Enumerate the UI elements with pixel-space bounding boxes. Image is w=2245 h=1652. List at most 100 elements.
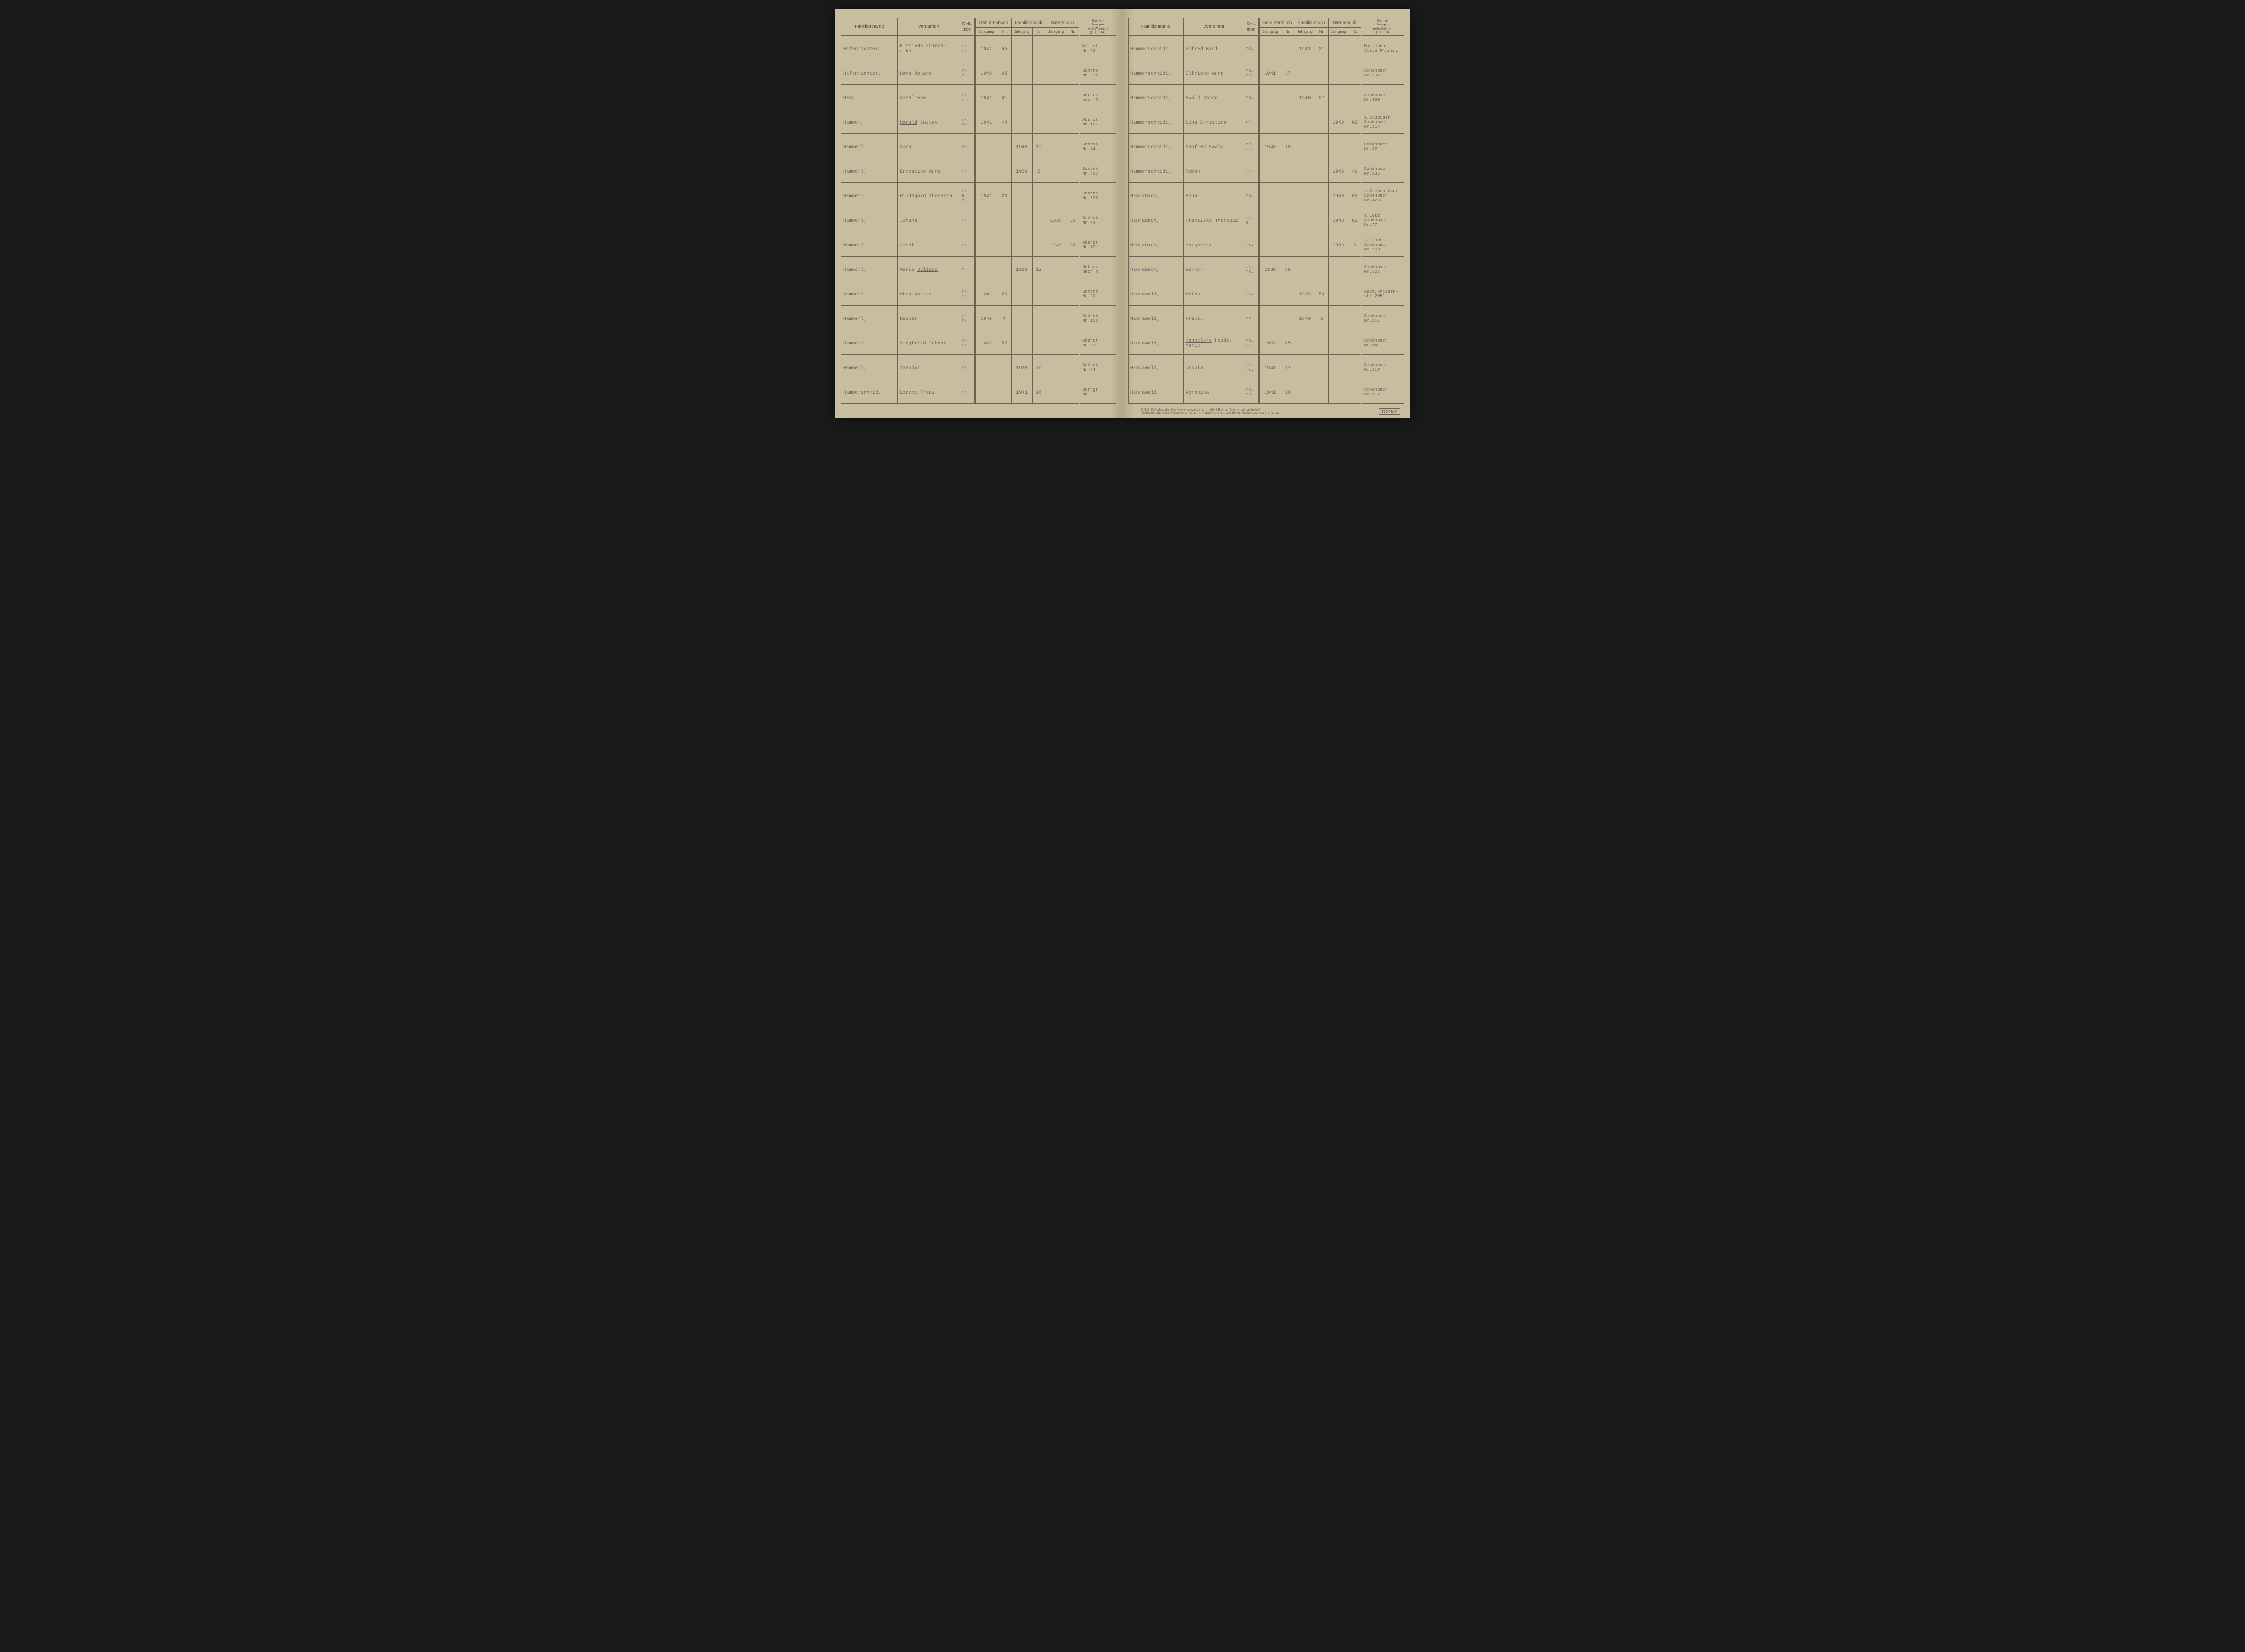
cell-geb-jg (975, 158, 997, 183)
cell-vornamen: Otto Walter (898, 281, 959, 306)
cell-bemerkungen: Schönb Nr.150 (1080, 306, 1116, 330)
cell-fam-jg (1295, 183, 1315, 207)
cell-fam-jg: 1939 (1011, 158, 1032, 183)
cell-familienname: Hammerl, (841, 306, 898, 330)
cell-fam-nr (1315, 109, 1328, 134)
cell-geb-jg: 1943 (1259, 355, 1281, 379)
cell-bemerkungen: s.Lutz Schönbach Nr.77 (1361, 207, 1404, 232)
cell-vornamen: Alfred Karl (1184, 36, 1244, 60)
cell-familienname: Hammerl, (841, 281, 898, 306)
cell-st-nr (1348, 257, 1361, 281)
cell-fam-jg (1295, 109, 1315, 134)
cell-fam-nr (1315, 330, 1328, 355)
footer-code: D 315 E (1379, 408, 1400, 415)
cell-st-jg (1328, 36, 1348, 60)
table-row: Hammerschmidt,Ewald Antonrk.194057Schönb… (1129, 85, 1404, 109)
cell-st-nr (1066, 355, 1080, 379)
footer-line1: D 315 E. Alphabetisches Namenverzeichnis… (1141, 408, 1280, 412)
cell-familienname: Hafenrichter, (841, 36, 898, 60)
cell-geb-nr (1281, 85, 1295, 109)
cell-fam-nr (1315, 379, 1328, 404)
cell-fam-jg (1011, 232, 1032, 257)
h-geb-jg: Jahrgang (1259, 28, 1281, 36)
cell-st-jg (1046, 158, 1066, 183)
cell-religion: rk. a rk. (959, 183, 975, 207)
cell-religion: rk. (959, 379, 975, 404)
footer-line2: Verlag für Standesamtswesen G. m. b. H. … (1141, 412, 1280, 415)
cell-st-nr (1066, 183, 1080, 207)
cell-familienname: Hammerschmid, (841, 379, 898, 404)
cell-fam-jg (1295, 232, 1315, 257)
h-fam-jg: Jahrgang (1011, 28, 1032, 36)
cell-geb-jg: 1942 (975, 36, 997, 60)
cell-fam-nr (1315, 134, 1328, 158)
cell-geb-nr (997, 207, 1012, 232)
cell-st-nr (1066, 306, 1080, 330)
cell-geb-jg (975, 207, 997, 232)
cell-familienname: Hammerschmidt, (1129, 134, 1184, 158)
h-st-nr: Nr. (1348, 28, 1361, 36)
cell-geb-jg: 1940 (975, 60, 997, 85)
cell-geb-nr (1281, 158, 1295, 183)
cell-geb-nr: 13 (1281, 134, 1295, 158)
cell-geb-nr (1281, 207, 1295, 232)
cell-religion: rk. (959, 207, 975, 232)
cell-vornamen: Roman (1184, 158, 1244, 183)
cell-familienname: Hafenrichter, (841, 60, 898, 85)
cell-fam-jg (1011, 207, 1032, 232)
cell-st-jg (1046, 134, 1066, 158)
cell-geb-jg (975, 257, 997, 281)
cell-fam-jg (1295, 134, 1315, 158)
cell-bemerkungen: Schönb Nr.44 (1080, 207, 1116, 232)
cell-familienname: Hannabach, (1129, 257, 1184, 281)
cell-fam-nr (1315, 60, 1328, 85)
h-sterbebuch: Sterbebuch (1328, 18, 1361, 28)
cell-fam-nr (1032, 36, 1046, 60)
cell-fam-nr: 54 (1315, 281, 1328, 306)
cell-fam-jg (1295, 207, 1315, 232)
cell-religion: rk. rk. (959, 85, 975, 109)
cell-st-nr (1348, 379, 1361, 404)
cell-st-jg (1046, 306, 1066, 330)
cell-geb-jg: 1940 (975, 306, 997, 330)
cell-fam-jg (1295, 355, 1315, 379)
cell-bemerkungen: Dürngr Nr.8 (1080, 379, 1116, 404)
cell-geb-nr (997, 134, 1012, 158)
cell-fam-jg: 1939 (1011, 257, 1032, 281)
cell-religion: rk. a (1244, 207, 1259, 232)
cell-fam-nr (1032, 60, 1046, 85)
cell-fam-nr: 57 (1315, 85, 1328, 109)
cell-familienname: Hahn, (841, 85, 898, 109)
cell-st-jg: 1943 (1328, 207, 1348, 232)
cell-st-jg (1046, 281, 1066, 306)
cell-st-jg (1046, 36, 1066, 60)
cell-fam-jg: 1940 (1295, 306, 1315, 330)
cell-vornamen: Siegfried Johann (898, 330, 959, 355)
cell-bemerkungen: Schönbach Nr.32 (1361, 134, 1404, 158)
register-book: Familienname Vornamen Reli- gion Geburte… (835, 9, 1410, 418)
cell-st-jg (1328, 330, 1348, 355)
table-row: Hannawald,Hannelore Heide-Marierk. rk.19… (1129, 330, 1404, 355)
cell-bemerkungen: Marienbad Villa Florenz (1361, 36, 1404, 60)
cell-fam-nr (1315, 232, 1328, 257)
cell-fam-jg (1295, 379, 1315, 404)
cell-religion: rk. rk. (959, 306, 975, 330)
cell-geb-jg: 1941 (975, 281, 997, 306)
cell-geb-jg: 1942 (1259, 330, 1281, 355)
cell-fam-jg (1295, 330, 1315, 355)
cell-bemerkungen: Schönbach Nr.235 (1361, 158, 1404, 183)
cell-religion: rk. rk. (959, 330, 975, 355)
cell-geb-nr: 55 (997, 36, 1012, 60)
cell-st-jg (1328, 281, 1348, 306)
cell-fam-jg (1011, 330, 1032, 355)
cell-geb-jg (975, 379, 997, 404)
h-vornamen: Vornamen (1184, 18, 1244, 36)
cell-fam-nr (1032, 207, 1046, 232)
cell-vornamen: Ursula (1184, 355, 1244, 379)
cell-st-jg: 1943 (1328, 158, 1348, 183)
cell-bemerkungen: Schönb Nr.676 (1080, 60, 1116, 85)
cell-st-nr (1348, 36, 1361, 60)
cell-geb-jg (1259, 183, 1281, 207)
cell-st-nr (1066, 109, 1080, 134)
footer-text: D 315 E. Alphabetisches Namenverzeichnis… (1141, 408, 1280, 415)
